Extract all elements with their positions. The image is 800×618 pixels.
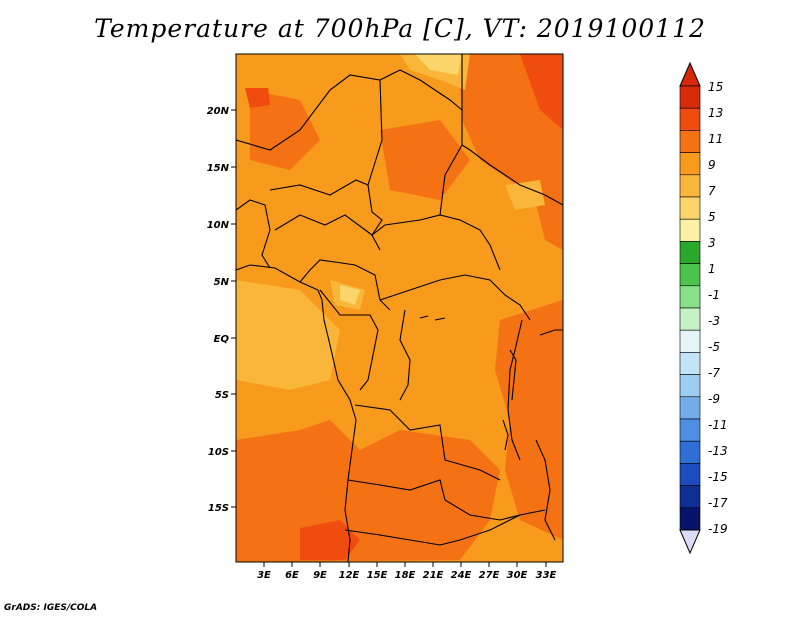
border — [344, 509, 546, 546]
colorbar-label: -9 — [708, 392, 720, 406]
field-zone-7-9 — [236, 280, 340, 390]
colorbar-label: -13 — [708, 444, 728, 458]
field-zone-11-13 — [236, 420, 500, 562]
border — [274, 214, 501, 271]
border — [535, 439, 556, 541]
lat-label: 5S — [215, 390, 229, 401]
colorbar-label: 1 — [708, 262, 716, 276]
colorbar-swatch — [679, 285, 701, 309]
border — [236, 69, 463, 151]
colorbar-label: -7 — [708, 366, 720, 380]
lon-label: 3E — [257, 570, 271, 581]
country-borders — [236, 54, 563, 562]
colorbar-label: -11 — [708, 418, 728, 432]
field-zone-7-9 — [505, 180, 545, 210]
lat-label: 15N — [207, 163, 230, 174]
border — [461, 144, 563, 206]
lon-label: 9E — [313, 570, 327, 581]
lon-label: 33E — [536, 570, 557, 581]
lake — [509, 349, 517, 401]
field-zone-13-15 — [245, 88, 270, 108]
field-zone-11-13 — [380, 120, 470, 200]
map-frame — [235, 53, 564, 563]
lat-label: 20N — [207, 106, 230, 117]
colorbar: 15 13 11 9 7 5 3 1 -1 -3 -5 -7 -9 -11 -1… — [679, 61, 728, 555]
lake — [419, 315, 446, 321]
border — [319, 289, 379, 391]
field-zone-13-15 — [520, 54, 563, 130]
colorbar-min-triangle — [679, 529, 701, 555]
lon-label: 12E — [339, 570, 360, 581]
colorbar-swatch — [679, 485, 701, 509]
colorbar-label: 3 — [708, 236, 716, 250]
colorbar-label: 5 — [708, 210, 716, 224]
lat-label: 15S — [208, 503, 229, 514]
lon-label: 6E — [285, 570, 299, 581]
colorbar-swatch — [679, 374, 701, 398]
border — [507, 319, 523, 461]
colorbar-label: 9 — [708, 158, 716, 172]
colorbar-label: 13 — [708, 106, 723, 120]
border — [539, 329, 563, 336]
lon-label: 15E — [367, 570, 388, 581]
colorbar-swatch — [679, 218, 701, 242]
colorbar-label: -15 — [708, 470, 728, 484]
colorbar-swatch — [679, 307, 701, 331]
border — [269, 179, 369, 196]
border — [236, 199, 271, 269]
colorbar-swatch — [679, 174, 701, 198]
coastline — [236, 264, 357, 562]
colorbar-swatch — [679, 507, 701, 531]
chart-title: Temperature at 700hPa [C], VT: 201910011… — [94, 14, 706, 43]
temperature-field — [236, 54, 563, 562]
lake — [502, 419, 509, 451]
colorbar-swatch — [679, 196, 701, 220]
lon-axis: 3E 6E 9E 12E 15E 18E 21E 24E 27E 30E 33E — [257, 562, 557, 581]
border — [347, 479, 446, 501]
colorbar-swatch — [679, 463, 701, 486]
colorbar-swatch — [679, 352, 701, 375]
colorbar-swatch — [679, 418, 701, 442]
colorbar-swatch — [679, 263, 701, 287]
colorbar-swatch — [679, 85, 701, 109]
colorbar-label: -5 — [708, 340, 720, 354]
colorbar-swatch — [679, 440, 701, 464]
colorbar-swatch — [679, 130, 701, 153]
field-zone-5-7 — [415, 54, 462, 75]
colorbar-swatch — [679, 241, 701, 264]
colorbar-label: -17 — [708, 496, 728, 510]
lon-label: 24E — [451, 570, 472, 581]
lon-label: 27E — [479, 570, 500, 581]
border — [399, 309, 411, 401]
colorbar-swatch — [679, 396, 701, 420]
lat-axis: 20N 15N 10N 5N EQ 5S 10S 15S — [207, 106, 236, 514]
lon-label: 30E — [507, 570, 528, 581]
field-zone-5-7 — [340, 285, 360, 305]
colorbar-max-triangle — [679, 61, 701, 87]
lat-label: 10N — [207, 220, 230, 231]
field-zone-11-13 — [250, 90, 320, 170]
border — [379, 274, 531, 321]
border — [299, 259, 391, 311]
colorbar-label: 15 — [708, 80, 723, 94]
colorbar-label: -1 — [708, 288, 720, 302]
colorbar-label: -19 — [708, 522, 728, 536]
grads-credit: GrADS: IGES/COLA — [4, 603, 98, 613]
colorbar-label: 7 — [708, 184, 716, 198]
lat-label: 10S — [208, 447, 229, 458]
lat-label: 5N — [214, 277, 230, 288]
border — [439, 54, 463, 216]
colorbar-swatch — [679, 152, 701, 176]
lon-label: 18E — [395, 570, 416, 581]
colorbar-label: 11 — [708, 132, 723, 146]
colorbar-swatch — [679, 329, 701, 353]
border — [354, 404, 501, 481]
border — [444, 499, 521, 521]
lon-label: 21E — [423, 570, 444, 581]
colorbar-label: -3 — [708, 314, 720, 328]
lat-label: EQ — [214, 334, 230, 345]
colorbar-swatch — [679, 107, 701, 131]
